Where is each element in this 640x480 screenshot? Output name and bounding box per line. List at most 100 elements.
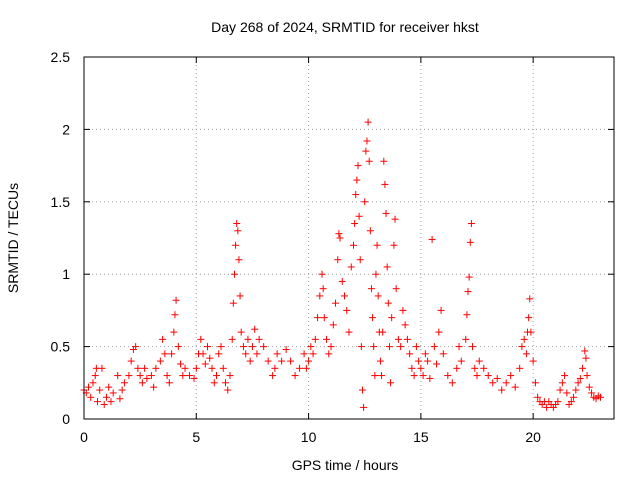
data-point <box>464 288 472 296</box>
data-point <box>345 328 353 336</box>
y-tick-label: 1 <box>62 266 70 282</box>
data-point <box>87 393 95 401</box>
data-point <box>236 292 244 300</box>
data-point <box>217 343 225 351</box>
data-point <box>287 357 295 365</box>
data-point <box>334 256 342 264</box>
data-point <box>365 157 373 165</box>
data-point <box>118 386 126 394</box>
data-point <box>502 379 510 387</box>
data-point <box>302 364 310 372</box>
data-point <box>394 335 402 343</box>
data-point <box>192 364 200 372</box>
data-point <box>273 350 281 358</box>
data-point <box>105 383 113 391</box>
data-point <box>534 393 542 401</box>
data-point <box>448 379 456 387</box>
data-point <box>561 372 569 380</box>
data-point <box>296 364 304 372</box>
data-point <box>579 364 587 372</box>
data-point <box>127 357 135 365</box>
data-point <box>465 273 473 281</box>
data-point <box>435 328 443 336</box>
data-point <box>168 350 176 358</box>
data-point <box>543 403 551 411</box>
data-point <box>235 256 243 264</box>
data-point <box>511 383 519 391</box>
data-point <box>329 321 337 329</box>
x-tick-label: 5 <box>192 429 200 445</box>
data-point <box>98 364 106 372</box>
data-point <box>453 364 461 372</box>
data-point <box>271 364 279 372</box>
data-point <box>582 354 590 362</box>
data-point <box>531 379 539 387</box>
data-point <box>373 241 381 249</box>
data-point <box>403 335 411 343</box>
data-point <box>234 227 242 235</box>
data-point <box>309 350 317 358</box>
data-point <box>527 328 535 336</box>
y-tick-label: 1.5 <box>51 194 71 210</box>
data-point <box>433 360 441 368</box>
data-point <box>143 374 151 382</box>
data-point <box>229 299 237 307</box>
data-point <box>208 364 216 372</box>
data-point <box>597 393 605 401</box>
data-point <box>179 372 187 380</box>
data-point <box>246 357 254 365</box>
data-point <box>278 357 286 365</box>
data-point <box>136 372 144 380</box>
data-point <box>370 343 378 351</box>
data-point <box>401 321 409 329</box>
data-point <box>210 379 218 387</box>
data-point <box>349 241 357 249</box>
data-point <box>572 386 580 394</box>
data-point <box>171 311 179 319</box>
data-point <box>318 270 326 278</box>
data-point <box>415 357 423 365</box>
data-point <box>221 379 229 387</box>
data-point <box>314 314 322 322</box>
data-point <box>341 292 349 300</box>
data-point <box>417 364 425 372</box>
data-point <box>397 343 405 351</box>
data-point <box>174 343 182 351</box>
data-point <box>529 357 537 365</box>
data-point <box>360 403 368 411</box>
data-point <box>244 335 252 343</box>
data-point <box>320 314 328 322</box>
data-point <box>471 364 479 372</box>
data-point <box>356 256 364 264</box>
data-point <box>170 328 178 336</box>
data-point <box>156 357 164 365</box>
data-point <box>237 328 245 336</box>
data-point <box>224 386 232 394</box>
data-point <box>371 372 379 380</box>
data-point <box>385 343 393 351</box>
data-point <box>300 350 308 358</box>
data-point <box>444 372 452 380</box>
data-point <box>226 372 234 380</box>
data-point <box>520 335 528 343</box>
data-point <box>362 147 370 155</box>
data-point <box>219 364 227 372</box>
data-point <box>201 360 209 368</box>
data-point <box>181 364 189 372</box>
y-tick-label: 0.5 <box>51 339 71 355</box>
axis-ticks: 0 5 10 15 20 0 0.5 1 1.5 2 2.5 <box>51 49 614 445</box>
data-point <box>291 372 299 380</box>
data-point <box>215 350 223 358</box>
data-point <box>91 372 99 380</box>
data-point <box>419 372 427 380</box>
data-point <box>388 314 396 322</box>
data-point <box>190 374 198 382</box>
data-point <box>172 296 180 304</box>
data-point <box>525 314 533 322</box>
data-point <box>213 372 220 380</box>
data-point <box>518 343 526 351</box>
data-point <box>354 162 362 170</box>
data-point <box>165 379 173 387</box>
data-point <box>316 292 324 300</box>
data-point <box>93 398 101 406</box>
